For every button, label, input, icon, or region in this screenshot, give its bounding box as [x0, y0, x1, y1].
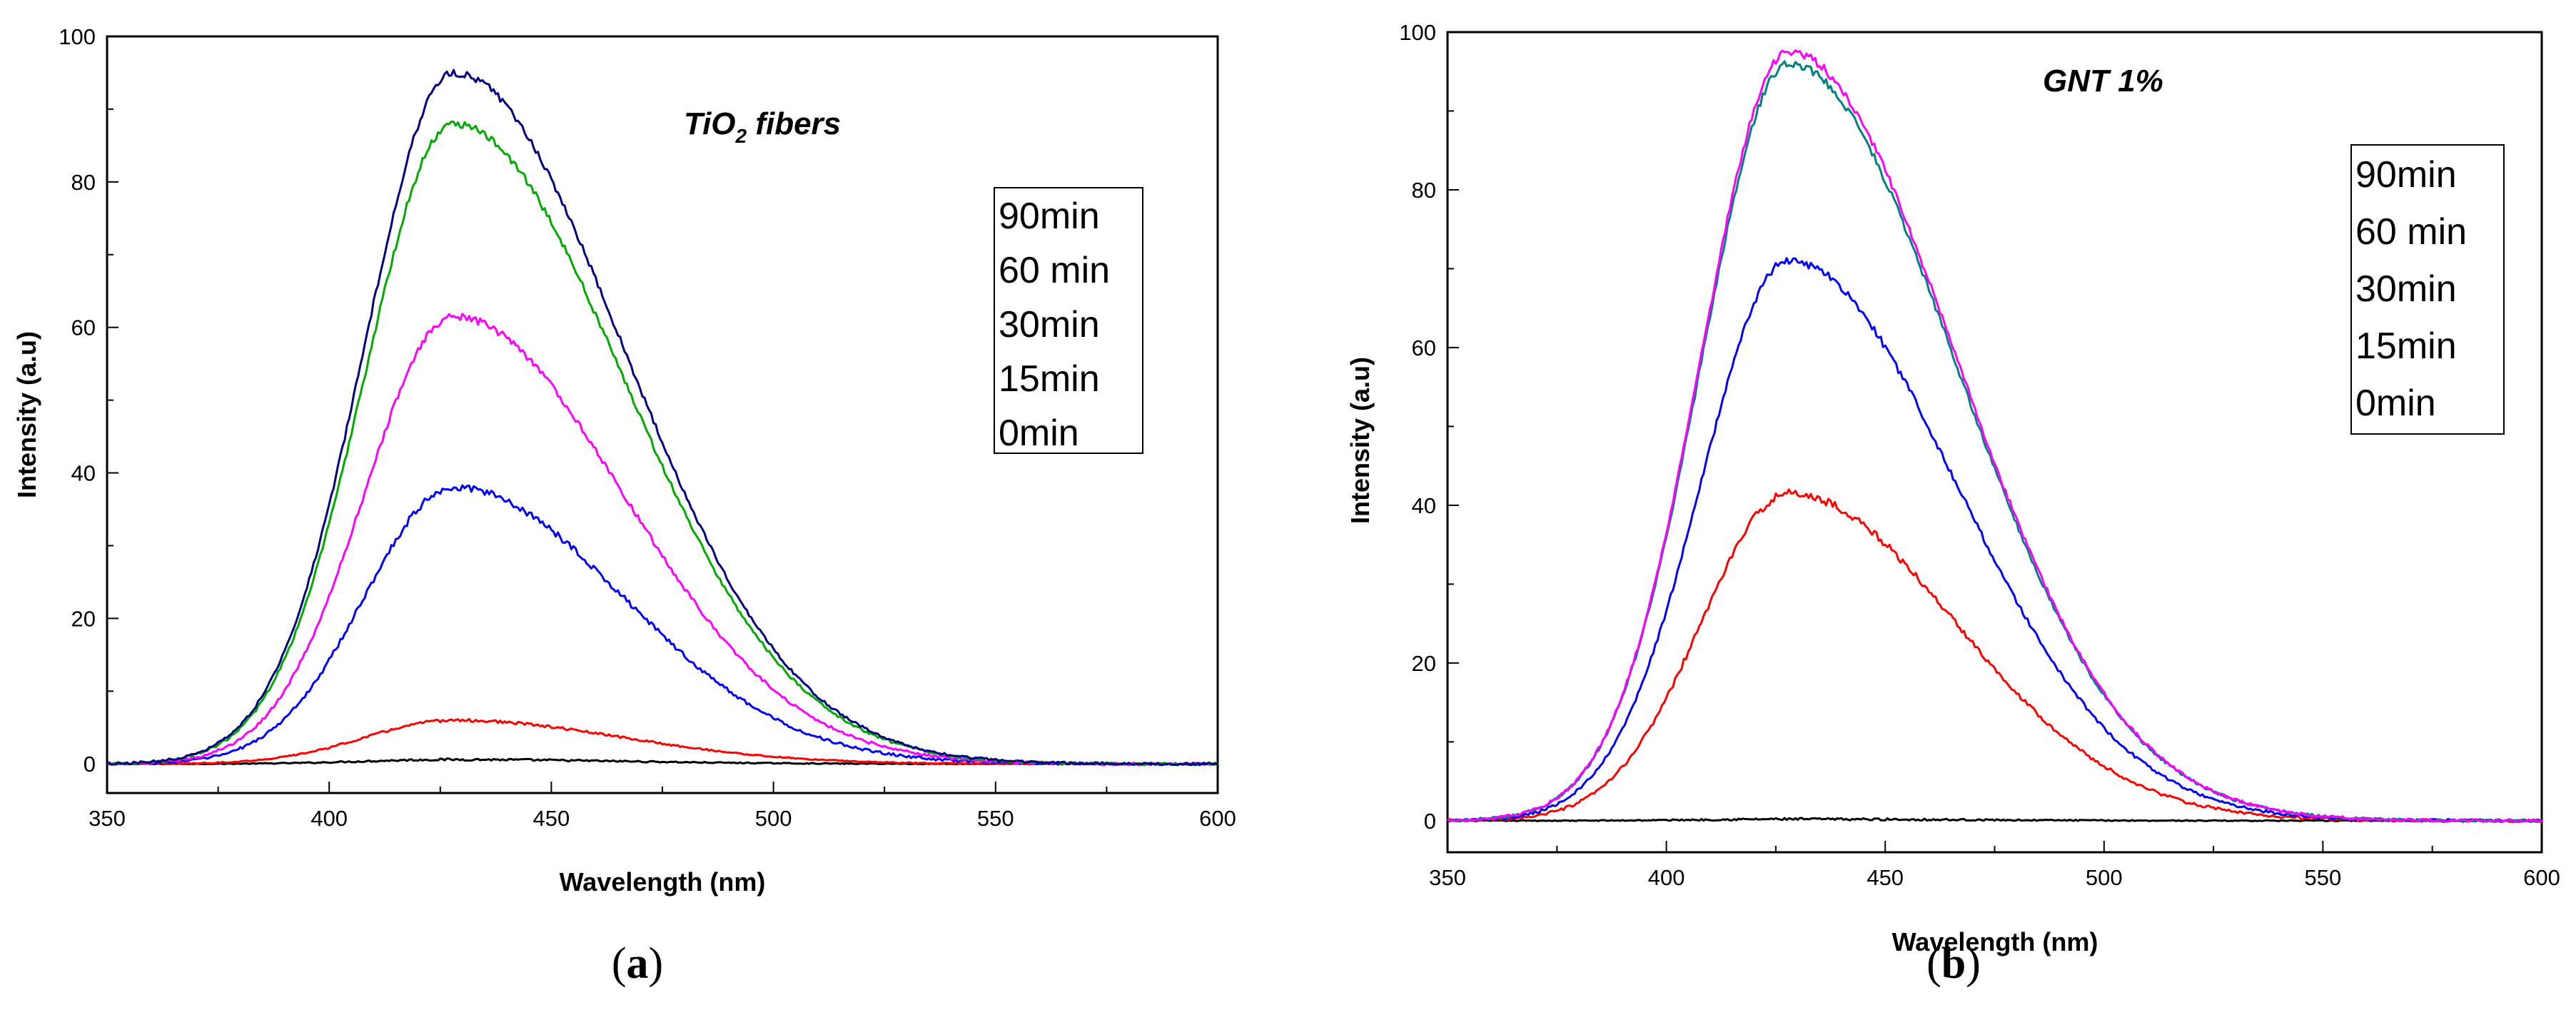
series-line-b-90min	[1447, 49, 2543, 823]
legend-item-a-5: 0min	[999, 413, 1079, 454]
x-axis-label-a: Wavelength (nm)	[560, 867, 766, 897]
y-tick-label-a-60: 60	[71, 315, 96, 340]
y-axis-label-b: Intensity (a.u)	[1345, 357, 1375, 524]
annotation-b: GNT 1%	[2043, 64, 2163, 99]
legend-item-b-2: 60 min	[2355, 211, 2467, 253]
x-tick-label-b-550: 550	[2305, 865, 2342, 890]
x-tick-label-a-600: 600	[1199, 806, 1236, 831]
y-tick-label-b-40: 40	[1412, 493, 1436, 518]
x-tick-label-b-450: 450	[1867, 865, 1904, 890]
series-line-a-15min	[106, 717, 1218, 766]
x-tick-label-a-350: 350	[89, 806, 126, 831]
x-tick-label-b-500: 500	[2086, 865, 2123, 890]
y-tick-label-a-0: 0	[84, 752, 96, 777]
annotation-a: TiO2 fibers	[684, 106, 841, 147]
legend-box-b	[2350, 144, 2505, 435]
legend-item-b-5: 0min	[2355, 383, 2436, 424]
x-tick-label-b-600: 600	[2523, 865, 2560, 890]
series-line-b-15min	[1447, 488, 2542, 824]
legend-box-a	[994, 187, 1143, 454]
y-tick-label-a-40: 40	[71, 461, 96, 486]
ticks-a: 350 400 450 500 550 600 0 20 40 60 80 100	[59, 24, 1236, 831]
y-tick-label-b-0: 0	[1424, 809, 1436, 834]
y-tick-label-a-100: 100	[59, 24, 96, 49]
panel-b: 350 400 450 500 550 600 0 20 40 60 80 100 Intensity…	[1345, 20, 2560, 988]
x-tick-label-a-500: 500	[755, 806, 792, 831]
curves-a	[106, 69, 1218, 767]
legend-item-b-1: 90min	[2355, 154, 2457, 196]
series-line-a-90min-navy	[106, 69, 1218, 767]
curves-b	[1447, 49, 2543, 824]
y-tick-label-a-80: 80	[71, 170, 96, 195]
y-tick-label-b-80: 80	[1412, 178, 1436, 203]
x-tick-label-b-350: 350	[1429, 865, 1466, 890]
series-line-a-60-min	[106, 313, 1218, 767]
legend-item-a-4: 15min	[999, 358, 1100, 400]
y-tick-label-b-100: 100	[1399, 20, 1436, 45]
legend-item-a-1: 90min	[999, 196, 1100, 237]
y-tick-label-b-20: 20	[1412, 651, 1436, 676]
legend-item-a-3: 30min	[999, 304, 1100, 345]
x-axis-label-b: Wavelength (nm)	[1892, 927, 2098, 956]
ticks-b: 350 400 450 500 550 600 0 20 40 60 80 100	[1399, 20, 2560, 890]
x-tick-label-a-550: 550	[977, 806, 1014, 831]
x-tick-label-a-400: 400	[310, 806, 348, 831]
legend-item-b-3: 30min	[2355, 268, 2457, 310]
caption-a: (a)	[612, 939, 663, 988]
y-tick-label-a-20: 20	[71, 606, 96, 631]
x-tick-label-b-400: 400	[1648, 865, 1685, 890]
caption-b: (b)	[1926, 939, 1981, 988]
panel-a: 350 400 450 500 550 600 0 20 40 60 80 100 Intensity…	[12, 24, 1236, 988]
legend-b: 90min 60 min 30min 15min 0min	[2350, 144, 2505, 435]
x-tick-label-a-450: 450	[533, 806, 570, 831]
legend-item-b-4: 15min	[2355, 325, 2457, 367]
y-axis-label-a: Intensity (a.u)	[12, 331, 41, 498]
y-tick-label-b-60: 60	[1412, 335, 1436, 360]
series-line-a-30min	[106, 484, 1218, 767]
legend-item-a-2: 60 min	[999, 250, 1110, 291]
legend-a: 90min 60 min 30min 15min 0min	[994, 187, 1143, 454]
